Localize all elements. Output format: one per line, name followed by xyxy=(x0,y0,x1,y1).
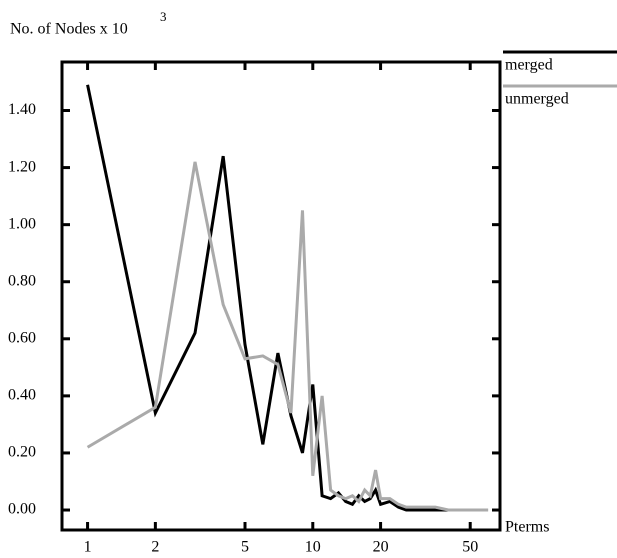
legend-label: unmerged xyxy=(505,91,569,108)
x-axis-title: Pterms xyxy=(505,519,549,536)
x-tick-label: 10 xyxy=(305,539,321,556)
y-tick-label: 1.20 xyxy=(8,158,36,175)
y-tick-label: 1.00 xyxy=(8,215,36,232)
y-tick-label: 0.40 xyxy=(8,387,36,404)
series-line xyxy=(86,161,489,512)
y-tick-label: 1.40 xyxy=(8,101,36,118)
y-tick-label: 0.80 xyxy=(8,272,36,289)
x-tick-label: 20 xyxy=(373,539,389,556)
x-tick-label: 1 xyxy=(84,539,92,556)
legend-label: merged xyxy=(505,57,553,74)
x-tick-label: 50 xyxy=(462,539,478,556)
y-axis-title-exponent: 3 xyxy=(160,9,167,24)
plot-frame xyxy=(60,60,502,532)
x-tick-label: 5 xyxy=(241,539,249,556)
y-tick-label: 0.00 xyxy=(8,501,36,518)
series-line xyxy=(86,84,489,512)
y-axis-title: No. of Nodes x 10 xyxy=(10,21,128,38)
y-tick-label: 0.20 xyxy=(8,444,36,461)
x-tick-label: 2 xyxy=(151,539,159,556)
y-tick-label: 0.60 xyxy=(8,329,36,346)
